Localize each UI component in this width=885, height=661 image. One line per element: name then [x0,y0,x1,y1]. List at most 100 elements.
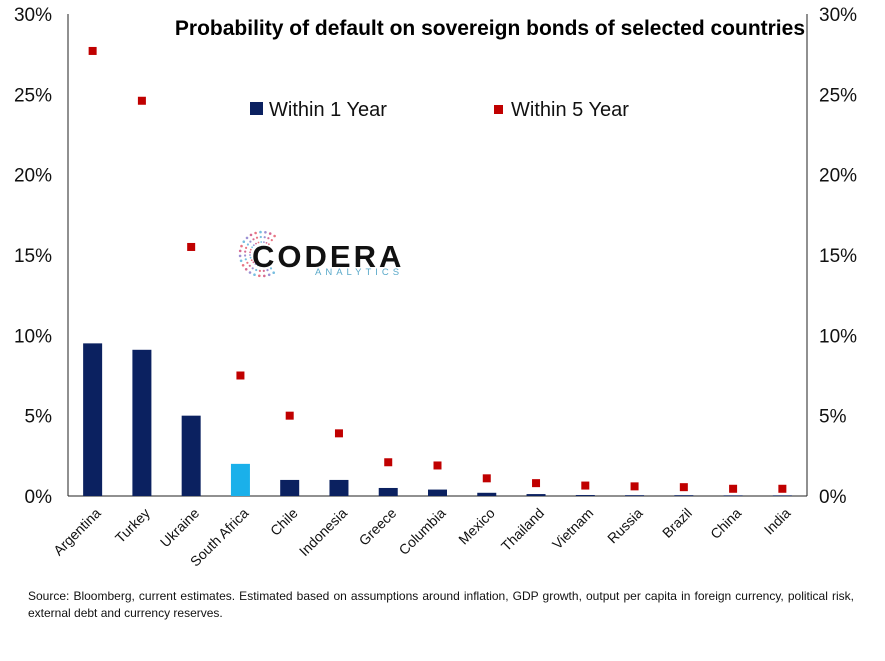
logo-dot [267,263,270,266]
codera-logo: CODERA ANALYTICS [238,230,403,278]
left-tick-labels: 0% 5% 10% 15% 20% 25% 30% [14,5,52,508]
bar-thailand [526,494,546,496]
bar-south-africa [230,463,250,496]
y-tick-left: 10% [14,326,52,347]
logo-dot [265,264,267,267]
logo-dot [270,239,273,242]
logo-dot [259,235,262,239]
logo-dot [240,244,243,248]
bar-vietnam [575,495,595,496]
logo-dot [241,264,245,267]
logo-dot [263,241,265,244]
legend-label-within-1-year: Within 1 Year [269,99,387,121]
bar-brazil [674,495,694,496]
category-label-vietnam: Vietnam [549,505,596,552]
logo-dot [254,263,257,265]
logo-dot [257,241,260,244]
y-tick-left: 15% [14,246,52,267]
logo-dot [272,271,276,275]
bar-greece [378,487,398,496]
logo-dot [252,261,255,264]
logo-dot [245,236,249,240]
bar-mexico [477,492,497,496]
y-tick-left: 25% [14,85,52,106]
marker-chile [285,411,294,420]
y-tick-right: 10% [819,326,857,347]
category-label-greece: Greece [356,505,400,549]
legend: Within 1 Year Within 5 Year [250,99,629,121]
y-tick-right: 20% [819,166,857,187]
logo-dot [252,244,255,247]
logo-dot [244,268,248,271]
bar-argentina [83,343,103,496]
logo-dot [255,268,258,272]
logo-dot [267,237,270,240]
y-tick-right: 25% [819,85,857,106]
bar-indonesia [329,479,349,496]
logo-dot [259,230,262,234]
logo-dot [266,269,269,272]
marker-indonesia [334,429,343,438]
y-tick-left: 20% [14,166,52,187]
logo-dot [248,264,251,267]
logo-dot [249,233,253,237]
logo-dot [238,249,242,253]
logo-dot [260,241,263,243]
category-label-indonesia: Indonesia [296,505,350,559]
right-tick-labels: 0% 5% 10% 15% 20% 25% 30% [819,5,857,508]
category-label-argentina: Argentina [50,505,104,559]
logo-dot [269,267,273,270]
bar-series [83,343,792,496]
logo-dot [255,236,259,239]
category-label-mexico: Mexico [455,505,498,548]
y-tick-right: 5% [819,407,847,428]
marker-greece [384,458,393,467]
marker-south-africa [236,371,245,380]
logo-dot [246,261,249,264]
logo-dot [239,259,243,263]
category-label-chile: Chile [267,505,301,539]
category-label-china: China [707,505,744,542]
category-label-brazil: Brazil [659,505,695,541]
logo-dot [258,269,261,272]
category-label-columbia: Columbia [395,505,448,558]
marker-india [778,484,787,493]
bar-russia [625,495,645,496]
logo-dot [263,236,266,239]
logo-dot [268,232,272,235]
logo-dot [262,269,265,272]
bar-china [723,495,743,496]
chart-title: Probability of default on sovereign bond… [175,17,805,40]
source-note: Source: Bloomberg, current estimates. Es… [28,589,854,620]
logo-dot [244,254,247,257]
y-tick-left: 0% [25,487,53,508]
logo-dot [273,234,276,238]
marker-ukraine [187,242,196,251]
bar-india [772,495,792,496]
marker-mexico [482,474,491,483]
marker-turkey [137,96,146,105]
logo-dot [249,256,252,259]
logo-dot [249,254,251,256]
marker-argentina [88,46,97,55]
bar-ukraine [181,415,201,496]
logo-dot [244,250,247,253]
legend-label-within-5-year: Within 5 Year [511,99,629,121]
bar-chile [280,479,300,496]
chart-axes [67,14,808,497]
logo-dot [262,265,265,267]
logo-dot [258,274,261,278]
marker-series [88,46,787,493]
logo-subtitle: ANALYTICS [315,267,403,278]
logo-dot [264,231,267,234]
logo-dot [245,246,248,249]
marker-china [729,484,738,493]
category-label-ukraine: Ukraine [157,505,203,551]
y-tick-right: 30% [819,5,857,26]
logo-dot [242,240,246,243]
logo-dot [259,265,262,267]
codera-logo-mark [238,230,276,278]
bar-turkey [132,349,152,496]
legend-swatch-within-5-year [494,105,503,114]
marker-russia [630,482,639,491]
